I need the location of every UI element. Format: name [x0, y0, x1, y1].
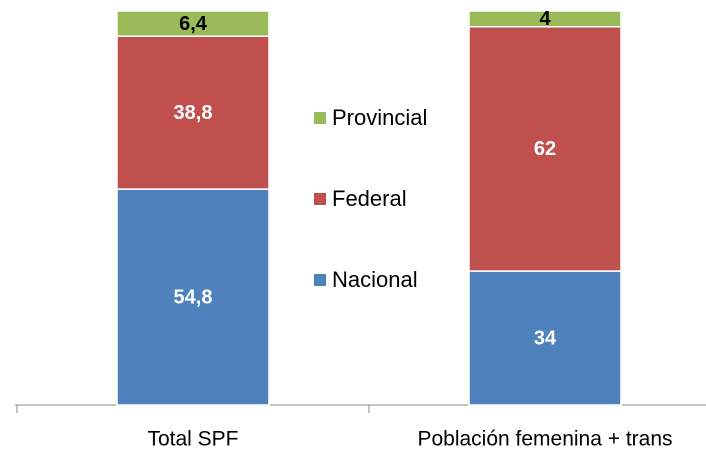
- bar-segment: [116, 10, 270, 37]
- data-label: 34: [534, 327, 557, 349]
- legend-swatch: [314, 274, 326, 286]
- data-label: 54,8: [174, 286, 213, 308]
- bar-segment: [116, 188, 270, 406]
- legend-label: Federal: [332, 186, 407, 211]
- bar-segment: [468, 26, 622, 272]
- data-label: 38,8: [174, 102, 213, 124]
- legend-swatch: [314, 112, 326, 124]
- data-label: 4: [539, 8, 551, 30]
- legend-label: Provincial: [332, 105, 427, 130]
- data-label: 62: [534, 138, 556, 160]
- x-tick-label: Total SPF: [147, 428, 238, 450]
- x-tick-label: Población femenina + trans: [417, 428, 672, 450]
- bar-segment: [468, 270, 622, 406]
- data-label: 6,4: [179, 13, 208, 35]
- legend-label: Nacional: [332, 267, 418, 292]
- legend-swatch: [314, 193, 326, 205]
- bar-segment: [468, 10, 622, 28]
